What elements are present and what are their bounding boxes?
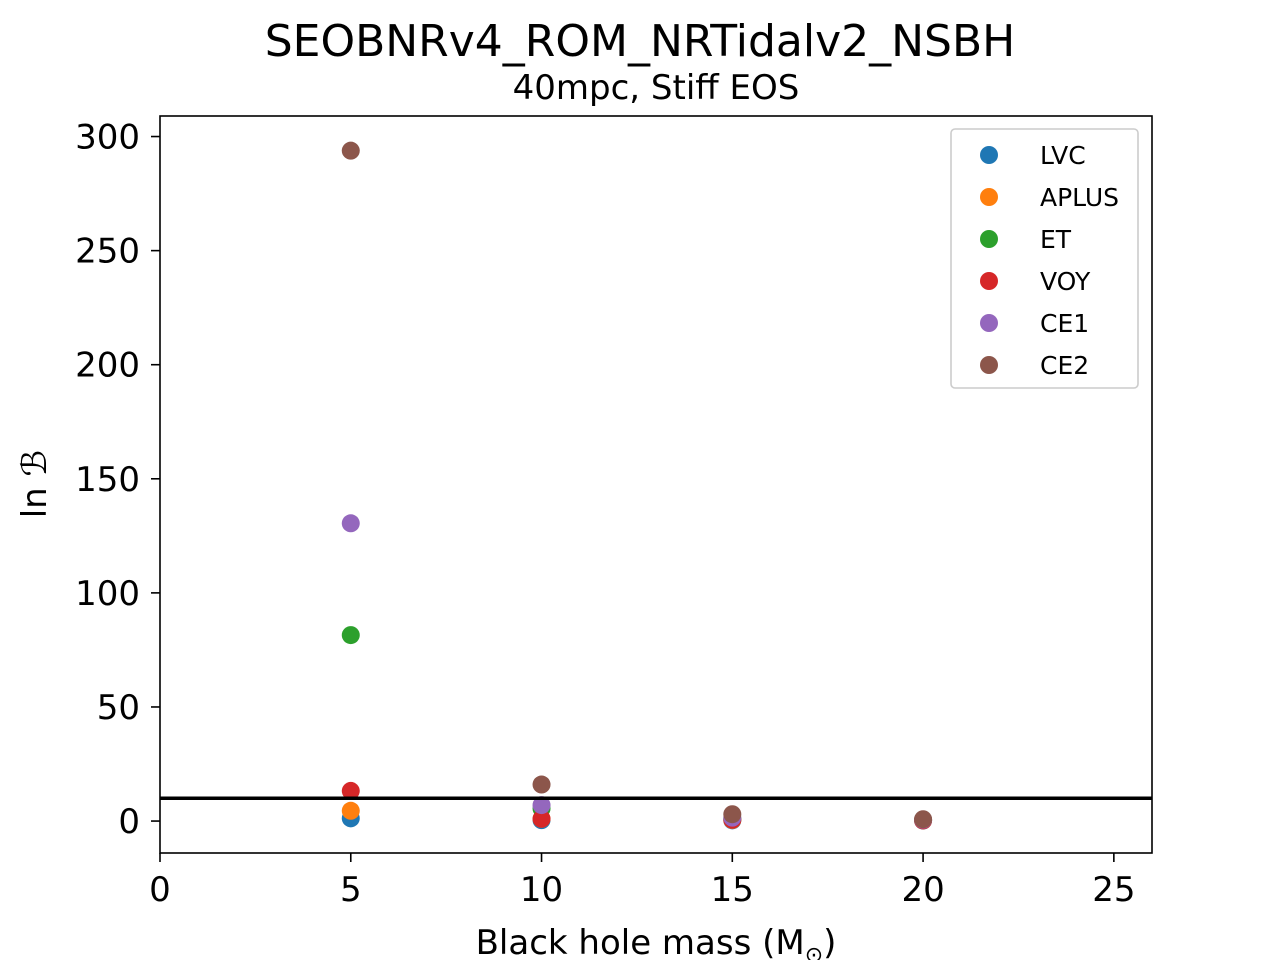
y-tick-label: 300 bbox=[75, 118, 140, 158]
legend: LVC APLUS ET VOY CE1 CE2 bbox=[950, 128, 1139, 389]
y-axis-label: ln ℬ bbox=[15, 450, 55, 519]
legend-label-et: ET bbox=[1040, 225, 1072, 254]
data-point-voy bbox=[532, 809, 551, 828]
x-tick-label: 5 bbox=[340, 870, 362, 910]
data-point-ce1 bbox=[341, 514, 360, 533]
legend-marker-lvc bbox=[980, 146, 998, 164]
data-point-et bbox=[341, 626, 360, 645]
y-tick-label: 100 bbox=[75, 574, 140, 614]
x-tick-label: 15 bbox=[711, 870, 754, 910]
chart-title: SEOBNRv4_ROM_NRTidalv2_NSBH bbox=[265, 16, 1016, 67]
legend-label-lvc: LVC bbox=[1040, 141, 1086, 170]
data-point-ce2 bbox=[341, 141, 360, 160]
legend-label-ce2: CE2 bbox=[1040, 351, 1089, 380]
x-tick-label: 10 bbox=[520, 870, 563, 910]
data-point-aplus bbox=[341, 801, 360, 820]
data-point-ce2 bbox=[914, 810, 933, 829]
chart-subtitle: 40mpc, Stiff EOS bbox=[513, 68, 800, 108]
x-axis-label-subscript: ⊙ bbox=[805, 943, 823, 960]
legend-marker-ce2 bbox=[980, 356, 998, 374]
data-point-ce1 bbox=[532, 796, 551, 815]
y-tick-label: 200 bbox=[75, 346, 140, 386]
y-tick-label: 250 bbox=[75, 232, 140, 272]
data-points bbox=[341, 141, 933, 830]
legend-label-ce1: CE1 bbox=[1040, 309, 1089, 338]
x-tick-label: 25 bbox=[1092, 870, 1135, 910]
x-axis-label-text: Black hole mass (M bbox=[476, 923, 805, 960]
legend-label-voy: VOY bbox=[1040, 267, 1091, 296]
y-tick-label: 50 bbox=[97, 688, 140, 728]
legend-marker-et bbox=[980, 230, 998, 248]
legend-marker-aplus bbox=[980, 188, 998, 206]
x-tick-label: 0 bbox=[149, 870, 171, 910]
data-point-ce2 bbox=[723, 805, 742, 824]
data-point-ce2 bbox=[532, 775, 551, 794]
legend-marker-voy bbox=[980, 272, 998, 290]
y-tick-label: 0 bbox=[118, 802, 140, 842]
data-point-voy bbox=[341, 781, 360, 800]
x-tick-label: 20 bbox=[901, 870, 944, 910]
y-tick-label: 150 bbox=[75, 460, 140, 500]
x-axis-label: Black hole mass (M⊙) bbox=[476, 923, 837, 960]
legend-label-aplus: APLUS bbox=[1040, 183, 1119, 212]
plot-frame bbox=[159, 115, 1153, 854]
x-axis-label-close: ) bbox=[823, 923, 836, 960]
legend-marker-ce1 bbox=[980, 314, 998, 332]
